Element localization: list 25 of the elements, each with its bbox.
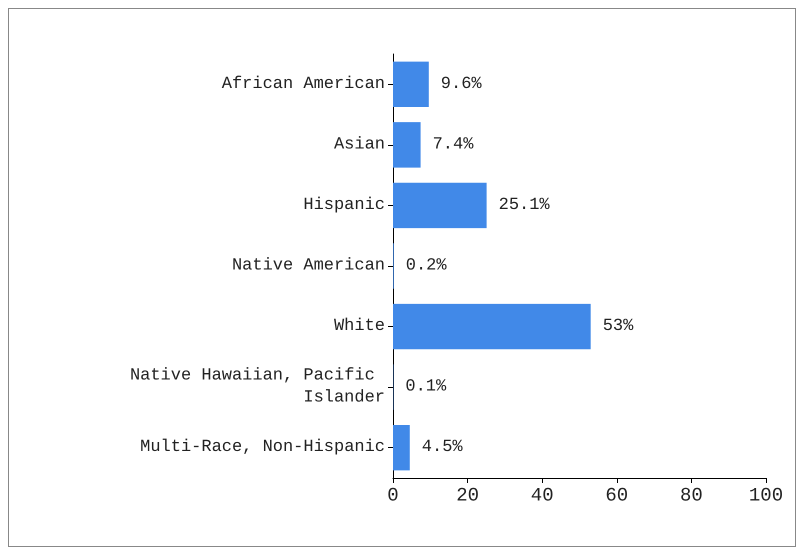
x-tick-label: 20 — [456, 484, 480, 506]
data-label: 0.2% — [406, 256, 448, 276]
data-label: 7.4% — [432, 135, 474, 154]
x-tick-label: 0 — [387, 484, 399, 506]
bar — [393, 62, 429, 107]
x-tick-label: 80 — [680, 484, 703, 506]
data-label: 25.1% — [498, 196, 550, 215]
y-tick-label: Native American — [232, 256, 385, 276]
bar — [393, 182, 487, 228]
y-tick-label: Native Hawaiian, Pacific Islander — [130, 366, 385, 408]
data-label: 4.5% — [422, 438, 464, 458]
bar — [393, 304, 591, 350]
bar — [393, 425, 410, 470]
data-label: 0.1% — [405, 378, 447, 397]
y-tick-label: Asian — [334, 135, 385, 154]
x-tick-label: 60 — [605, 484, 628, 506]
x-tick-label: 40 — [530, 484, 554, 506]
y-tick-label: White — [334, 317, 385, 336]
data-label: 53% — [602, 317, 634, 336]
data-label: 9.6% — [440, 74, 482, 94]
bar — [393, 122, 421, 168]
y-tick-label: Multi-Race, Non-Hispanic — [140, 438, 385, 458]
y-tick-label: African American — [222, 74, 385, 94]
y-tick-label: Hispanic — [303, 196, 385, 215]
x-tick-label: 100 — [748, 484, 784, 506]
